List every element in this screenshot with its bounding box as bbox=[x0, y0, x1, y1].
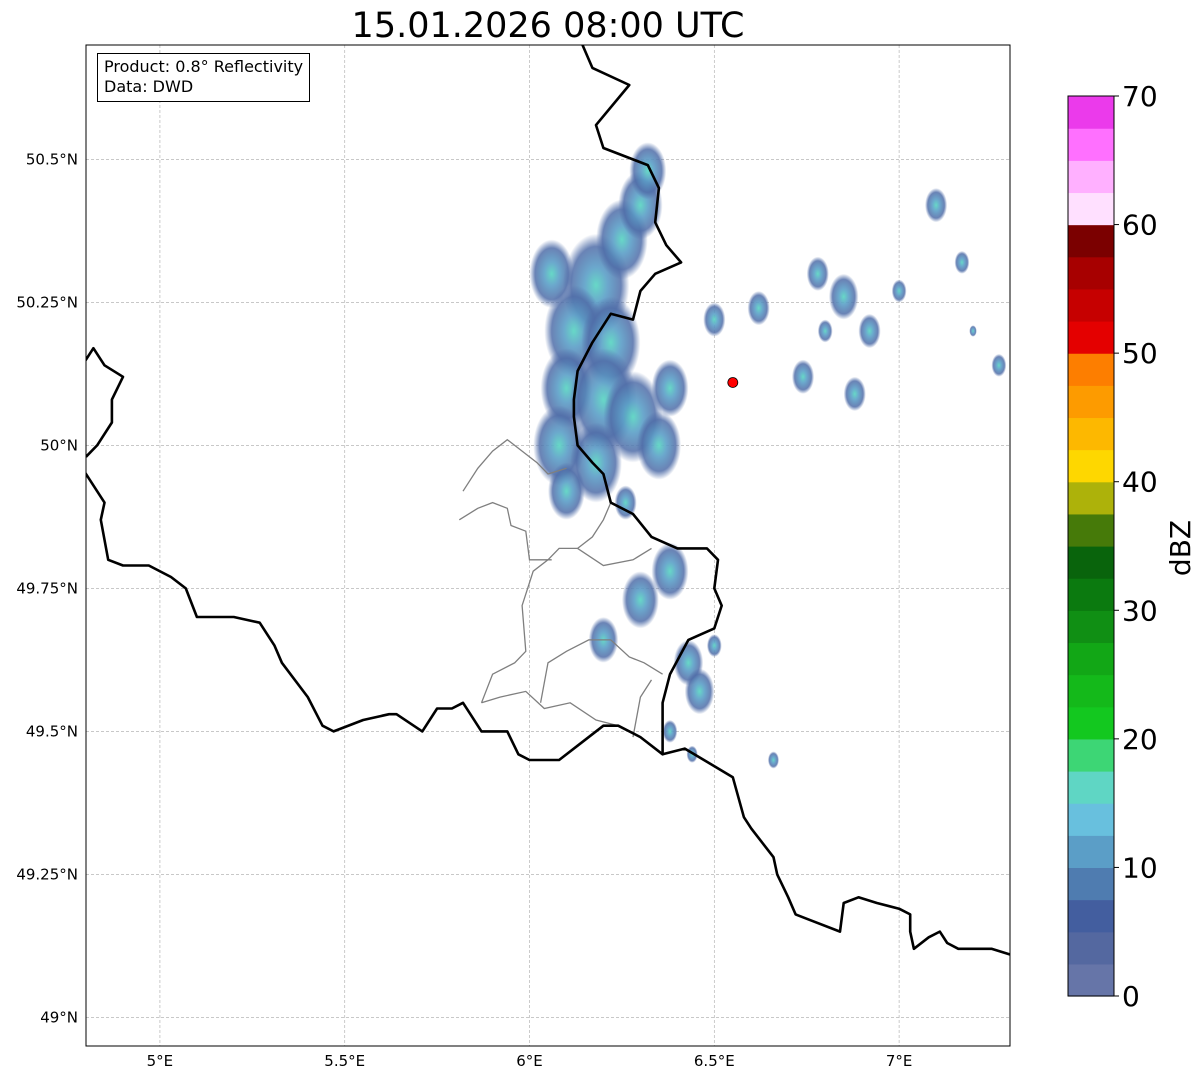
x-tick-label: 6°E bbox=[516, 1052, 543, 1070]
radar-echo-layer bbox=[529, 142, 1007, 769]
radar-echo bbox=[703, 302, 726, 337]
y-tick-label: 50.25°N bbox=[16, 293, 78, 311]
x-tick-label: 6.5°E bbox=[694, 1052, 735, 1070]
colorbar-segment bbox=[1068, 610, 1114, 644]
admin-border bbox=[481, 690, 619, 727]
country-border bbox=[662, 747, 1010, 956]
country-borders bbox=[86, 45, 1010, 956]
admin-border bbox=[462, 438, 567, 492]
country-border bbox=[86, 346, 125, 458]
admin-border bbox=[480, 502, 612, 704]
x-tick-label: 5.5°E bbox=[324, 1052, 365, 1070]
colorbar-segment bbox=[1068, 738, 1114, 772]
radar-echo bbox=[629, 142, 667, 200]
colorbar-segment bbox=[1068, 192, 1114, 226]
radar-echo bbox=[843, 376, 866, 412]
radar-echo bbox=[636, 411, 682, 480]
x-axis-ticks: 5°E 5.5°E 6°E 6.5°E 7°E bbox=[147, 1052, 913, 1070]
colorbar-tick-label: 70 bbox=[1122, 80, 1158, 113]
colorbar-segment bbox=[1068, 803, 1114, 836]
colorbar-segment bbox=[1068, 449, 1114, 483]
radar-echo bbox=[651, 542, 689, 600]
gridlines bbox=[86, 45, 1010, 1046]
colorbar-segment bbox=[1068, 224, 1114, 258]
colorbar-segment bbox=[1068, 931, 1114, 965]
x-tick-label: 5°E bbox=[147, 1052, 174, 1070]
map-frame bbox=[85, 44, 1011, 1047]
colorbar-segment bbox=[1068, 867, 1114, 901]
admin-border bbox=[577, 547, 652, 567]
radar-site-marker bbox=[727, 377, 739, 388]
radar-echo bbox=[969, 325, 977, 337]
y-tick-label: 49.25°N bbox=[16, 865, 78, 883]
colorbar-segment bbox=[1068, 642, 1114, 676]
colorbar-segment bbox=[1068, 546, 1114, 579]
colorbar-segment bbox=[1068, 417, 1114, 451]
colorbar-segment bbox=[1068, 256, 1114, 290]
data-source-label: Data: DWD bbox=[104, 77, 194, 96]
radar-echo bbox=[614, 485, 637, 520]
radar-echo bbox=[548, 462, 585, 520]
colorbar-segment bbox=[1068, 771, 1114, 804]
radar-echo bbox=[806, 256, 829, 291]
colorbar-segment bbox=[1068, 160, 1114, 194]
radar-echo bbox=[991, 353, 1007, 377]
info-box: Product: 0.8° Reflectivity Data: DWD bbox=[97, 53, 311, 102]
colorbar: 0 10 20 30 40 50 60 70 dBZ bbox=[1067, 80, 1197, 1013]
admin-borders bbox=[458, 438, 663, 738]
colorbar-tick-label: 60 bbox=[1122, 209, 1158, 242]
y-tick-label: 50.5°N bbox=[26, 150, 78, 168]
colorbar-segment bbox=[1068, 321, 1114, 354]
colorbar-tick-label: 30 bbox=[1122, 594, 1158, 627]
radar-echo bbox=[621, 571, 659, 629]
radar-echo bbox=[891, 279, 907, 303]
admin-border bbox=[632, 679, 653, 738]
colorbar-segment bbox=[1068, 674, 1114, 708]
colorbar-unit-label: dBZ bbox=[1164, 520, 1197, 576]
radar-echo bbox=[858, 313, 881, 349]
colorbar-segment bbox=[1068, 706, 1114, 740]
radar-echo bbox=[954, 250, 970, 274]
admin-border bbox=[539, 639, 663, 703]
colorbar-segment bbox=[1068, 96, 1114, 129]
colorbar-segment bbox=[1068, 578, 1114, 611]
colorbar-tick-label: 10 bbox=[1122, 851, 1158, 884]
colorbar-segment bbox=[1068, 385, 1114, 419]
colorbar-segment bbox=[1068, 899, 1114, 933]
colorbar-segment bbox=[1068, 288, 1114, 322]
map-title: 15.01.2026 08:00 UTC bbox=[351, 6, 745, 46]
radar-site-dot bbox=[727, 377, 739, 388]
x-tick-label: 7°E bbox=[886, 1052, 913, 1070]
radar-echo bbox=[684, 668, 715, 715]
colorbar-segment bbox=[1068, 481, 1114, 515]
radar-echo bbox=[924, 188, 948, 223]
radar-echo bbox=[651, 359, 689, 417]
radar-echo bbox=[791, 359, 815, 394]
colorbar-segment bbox=[1068, 513, 1114, 547]
colorbar-segment bbox=[1068, 353, 1114, 386]
colorbar-segment bbox=[1068, 963, 1114, 997]
y-axis-ticks: 50.5°N 50.25°N 50°N 49.75°N 49.5°N 49.25°N 49°… bbox=[16, 150, 78, 1026]
radar-echo bbox=[662, 719, 678, 743]
y-tick-label: 49.75°N bbox=[16, 579, 78, 597]
y-tick-label: 49.5°N bbox=[26, 722, 78, 740]
colorbar-segment bbox=[1068, 128, 1114, 161]
colorbar-tick-label: 0 bbox=[1122, 980, 1140, 1013]
radar-echo bbox=[706, 634, 722, 658]
radar-echo bbox=[747, 290, 770, 326]
y-tick-label: 49°N bbox=[40, 1008, 78, 1026]
colorbar-tick-label: 40 bbox=[1122, 466, 1158, 499]
radar-echo bbox=[817, 319, 833, 343]
colorbar-segment bbox=[1068, 835, 1114, 869]
colorbar-frame bbox=[1067, 95, 1115, 997]
radar-echo bbox=[767, 751, 779, 769]
colorbar-tick-label: 50 bbox=[1122, 337, 1158, 370]
admin-border bbox=[458, 501, 552, 561]
colorbar-tick-label: 20 bbox=[1122, 723, 1158, 756]
radar-echo bbox=[828, 273, 859, 320]
y-tick-label: 50°N bbox=[40, 436, 78, 454]
product-label: Product: 0.8° Reflectivity bbox=[104, 57, 304, 76]
